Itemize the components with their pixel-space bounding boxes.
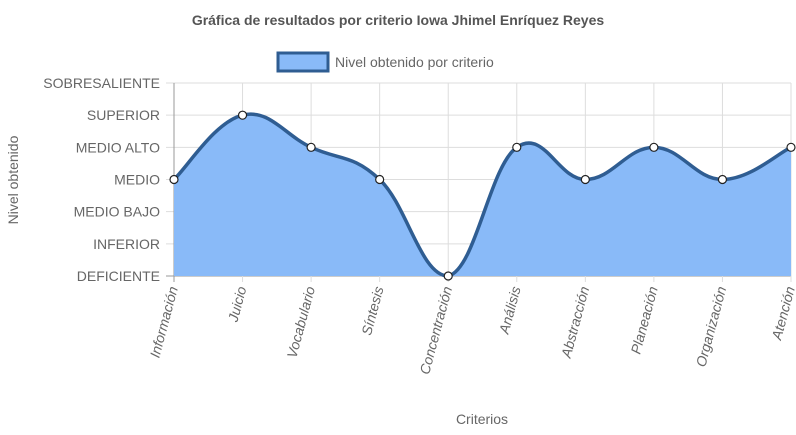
legend[interactable]: Nivel obtenido por criterio — [276, 51, 494, 73]
y-tick-label: MEDIO — [114, 172, 160, 188]
data-point-6[interactable] — [580, 174, 590, 185]
y-axis-ticks: DEFICIENTE INFERIOR MEDIO BAJO MEDIO MEDIO A… — [43, 75, 160, 284]
x-tick-label: Vocabulario — [284, 284, 319, 359]
y-tick-label: DEFICIENTE — [77, 268, 160, 284]
data-point-8[interactable] — [717, 174, 728, 185]
x-tick-label: Juicio — [224, 284, 249, 324]
x-axis-ticks: Información Juicio Vocabulario Síntesis Conc… — [147, 284, 796, 376]
data-point-1[interactable] — [237, 110, 248, 120]
x-tick-label: Información — [147, 284, 181, 359]
y-tick-label: MEDIO BAJO — [74, 204, 160, 220]
data-point-0[interactable] — [169, 174, 179, 185]
x-axis-label: Criterios — [456, 411, 508, 427]
data-point-9[interactable] — [786, 142, 796, 152]
legend-label: Nivel obtenido por criterio — [335, 54, 494, 70]
x-tick-label: Planeación — [627, 284, 660, 355]
x-tick-label: Abstracción — [558, 284, 593, 360]
chart-title: Gráfica de resultados por criterio Iowa … — [192, 12, 605, 28]
area-fill — [174, 114, 791, 276]
x-tick-label: Concentración — [416, 284, 455, 376]
data-point-2[interactable] — [306, 142, 316, 152]
legend-swatch — [276, 51, 330, 73]
x-tick-label: Atención — [768, 284, 796, 342]
y-tick-label: MEDIO ALTO — [76, 139, 160, 155]
x-tick-label: Análisis — [495, 285, 523, 337]
x-tick-label: Organización — [693, 284, 730, 368]
y-tick-label: SOBRESALIENTE — [43, 75, 160, 91]
series-area — [172, 112, 792, 278]
data-point-5[interactable] — [512, 142, 522, 152]
series-points[interactable] — [169, 110, 796, 281]
y-tick-label: INFERIOR — [93, 236, 160, 252]
y-axis-label: Nivel obtenido — [5, 135, 21, 224]
x-tick-label: Síntesis — [358, 285, 386, 337]
series-line — [172, 112, 792, 278]
data-point-3[interactable] — [375, 174, 385, 185]
data-point-7[interactable] — [649, 142, 659, 152]
data-point-4[interactable] — [443, 271, 453, 281]
y-tick-label: SUPERIOR — [87, 107, 160, 123]
